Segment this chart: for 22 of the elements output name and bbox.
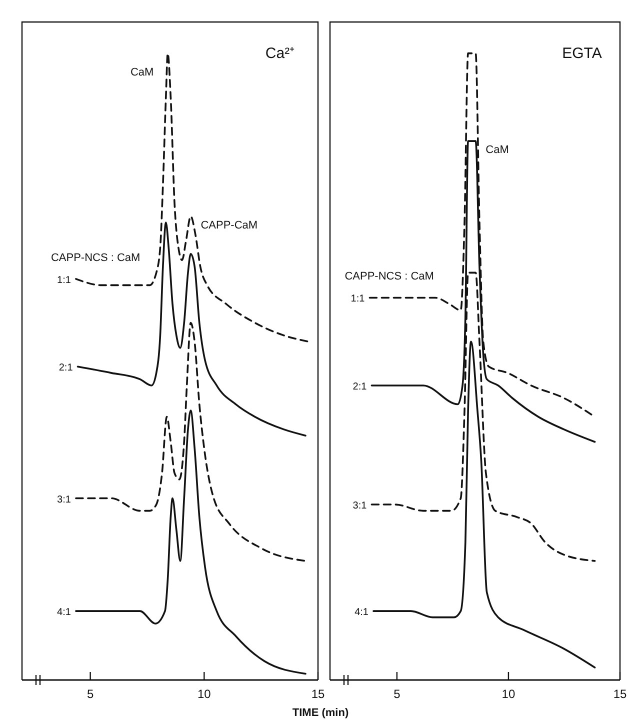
x-tick-label: 10 (197, 687, 212, 701)
series-label: 4:1 (57, 607, 72, 618)
annotation: CaM (486, 144, 509, 156)
chart-title: EGTA (562, 45, 602, 62)
x-tick-label: 10 (502, 687, 516, 701)
x-tick-label: 5 (394, 687, 401, 701)
annotation: CAPP-NCS : CaM (50, 252, 140, 264)
series-label: 1:1 (57, 274, 72, 286)
x-tick-label: 15 (613, 687, 627, 701)
series-label: 4:1 (354, 607, 369, 618)
series-label: 2:1 (352, 381, 368, 392)
x-tick-label: 15 (311, 687, 325, 701)
annotation: CAPP-NCS : CaM (344, 270, 434, 283)
series-label: 3:1 (352, 500, 368, 512)
annotation: CAPP-CaM (200, 219, 258, 232)
series-label: 2:1 (58, 362, 74, 374)
x-axis-title: TIME (min) (292, 707, 349, 719)
series-label: 1:1 (350, 294, 366, 305)
annotation: CaM (130, 66, 154, 78)
x-tick-label: 5 (86, 687, 94, 701)
series-label: 3:1 (57, 494, 72, 506)
chart-title: Ca²⁺ (265, 45, 295, 62)
